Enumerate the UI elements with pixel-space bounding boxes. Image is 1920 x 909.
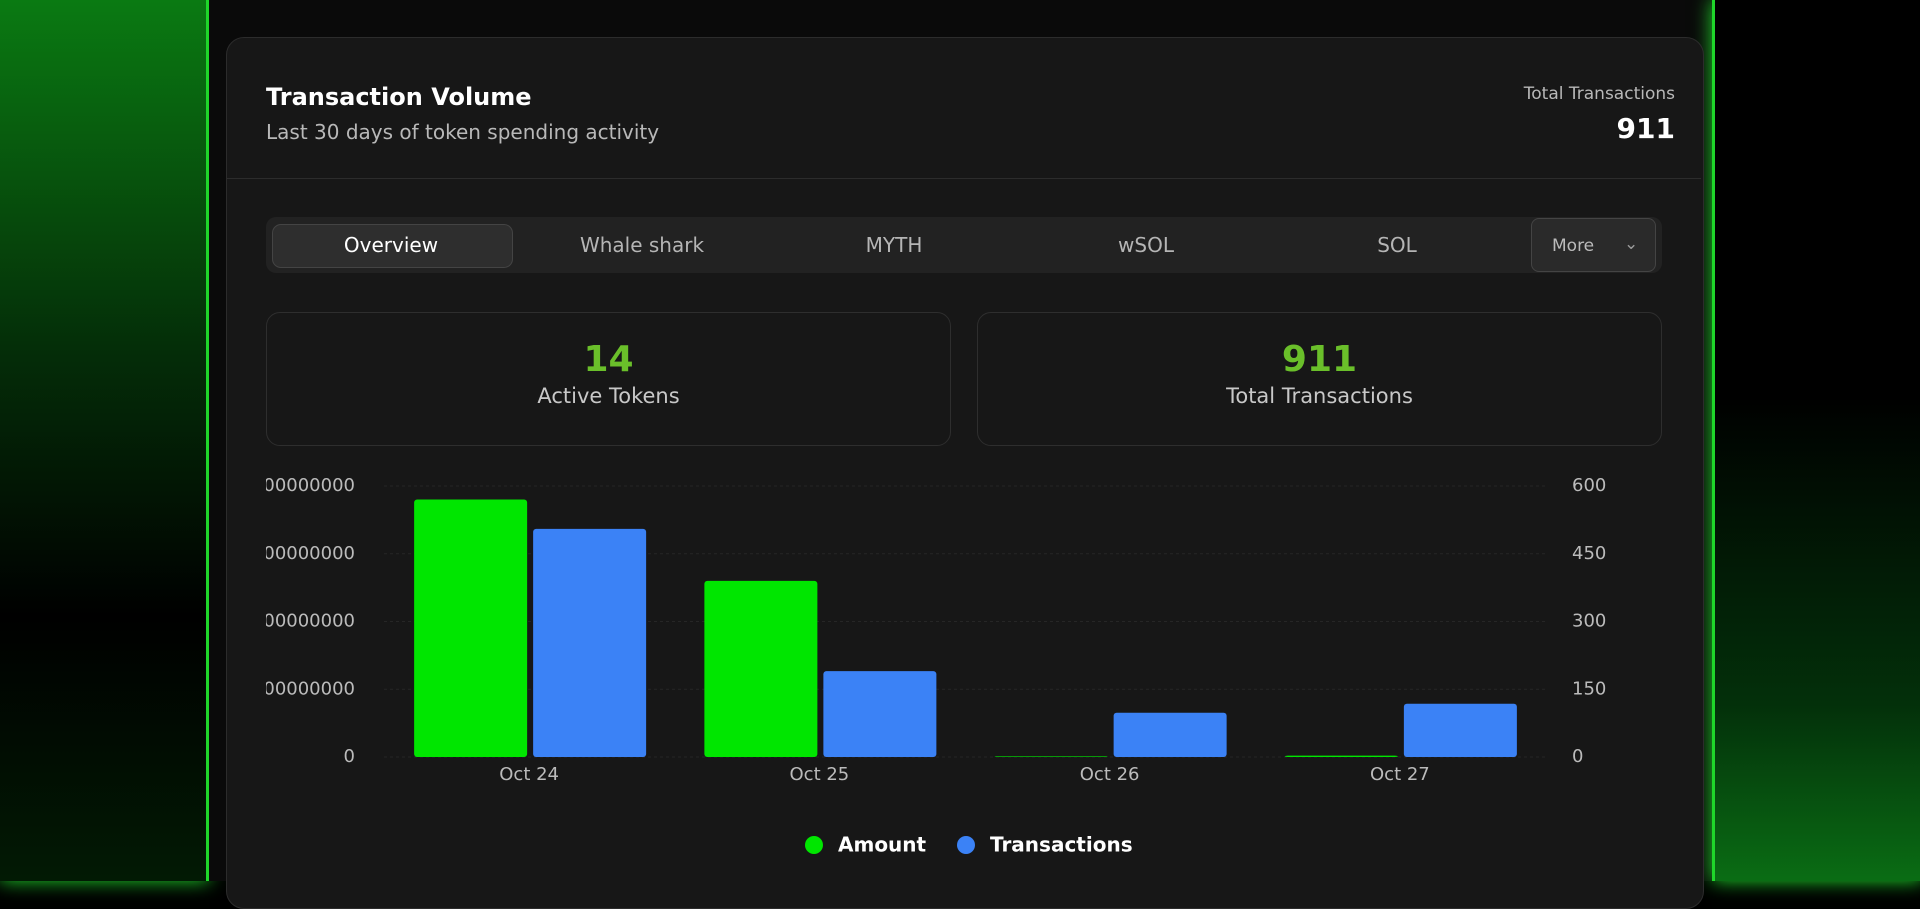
divider (227, 178, 1701, 179)
more-label: More (1552, 236, 1595, 256)
total-value: 911 (1616, 112, 1675, 145)
tab[interactable]: MYTH (865, 233, 923, 257)
tab[interactable]: Whale shark (579, 233, 705, 257)
tab[interactable]: SOL (1377, 233, 1417, 257)
tab[interactable]: wSOL (1118, 233, 1174, 257)
bar (994, 756, 1108, 757)
tab[interactable]: Overview (343, 233, 439, 257)
x-tick-label: Oct 25 (790, 764, 850, 785)
y-tick-label: 300000000 (252, 543, 355, 564)
glow-left (0, 0, 209, 881)
y2-tick-label: 300 (1572, 611, 1606, 632)
x-tick-label: Oct 27 (1370, 764, 1430, 785)
y2-tick-label: 450 (1572, 543, 1606, 564)
bar (1403, 703, 1517, 757)
card-subtitle: Last 30 days of token spending activity (266, 120, 660, 144)
stat-label: Active Tokens (537, 384, 680, 408)
total-label: Total Transactions (1523, 84, 1675, 104)
stat-card: 911 Total Transactions (977, 312, 1662, 446)
x-tick-label: Oct 26 (1080, 764, 1140, 785)
chart: 0 100000000 200000000 300000000 400000000 0 15… (252, 475, 1606, 857)
y2-tick-label: 150 (1572, 678, 1606, 699)
bar (533, 528, 647, 757)
bar (414, 499, 528, 757)
bar (823, 671, 937, 757)
y2-tick-label: 0 (1572, 746, 1583, 767)
legend-swatch (957, 836, 975, 854)
active-tab[interactable] (272, 224, 513, 268)
glow-right (1712, 0, 1920, 881)
stat-value: 911 (1281, 339, 1358, 380)
card (226, 37, 1704, 909)
x-tick-label: Oct 24 (499, 764, 559, 785)
more-button[interactable]: More ⌄ (1531, 218, 1656, 272)
y-tick-label: 0 (344, 746, 355, 767)
stat-value: 14 (583, 339, 634, 380)
y2-tick-label: 600 (1572, 475, 1606, 496)
bar (704, 580, 818, 757)
card-title: Transaction Volume (266, 83, 532, 111)
y-tick-label: 200000000 (252, 611, 355, 632)
plot: 0 100000000 200000000 300000000 400000000 0 15… (252, 475, 1606, 857)
bar (1113, 712, 1227, 757)
y-tick-label: 400000000 (252, 475, 355, 496)
legend-label: Transactions (990, 833, 1133, 857)
legend-swatch (805, 836, 823, 854)
legend-label: Amount (838, 833, 927, 857)
stat-label: Total Transactions (1226, 384, 1413, 408)
chevron: ⌄ (1624, 234, 1639, 254)
stat-card: 14 Active Tokens (266, 312, 951, 446)
bar (1284, 755, 1398, 757)
y-tick-label: 100000000 (252, 678, 355, 699)
